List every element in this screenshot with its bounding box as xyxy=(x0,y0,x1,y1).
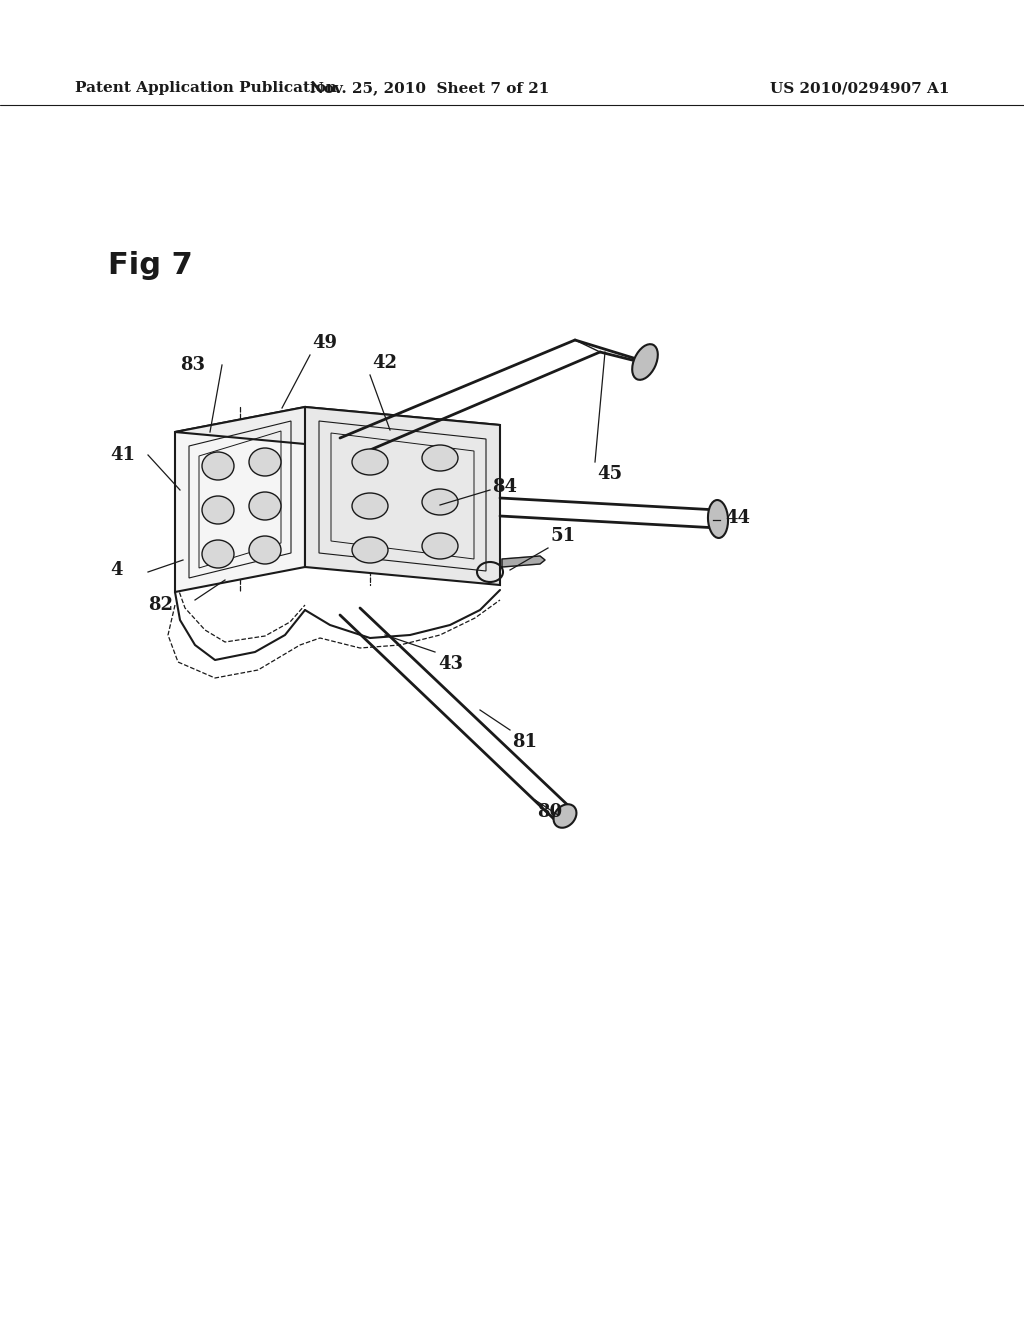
Text: 42: 42 xyxy=(372,354,397,372)
Text: Nov. 25, 2010  Sheet 7 of 21: Nov. 25, 2010 Sheet 7 of 21 xyxy=(310,81,550,95)
Ellipse shape xyxy=(202,540,234,568)
Text: 81: 81 xyxy=(512,733,537,751)
Text: 41: 41 xyxy=(110,446,135,465)
Ellipse shape xyxy=(249,536,281,564)
Ellipse shape xyxy=(422,488,458,515)
Polygon shape xyxy=(175,407,305,591)
Polygon shape xyxy=(175,407,500,450)
Text: Patent Application Publication: Patent Application Publication xyxy=(75,81,337,95)
Text: 51: 51 xyxy=(550,527,575,545)
Ellipse shape xyxy=(352,537,388,564)
Ellipse shape xyxy=(422,533,458,558)
Text: 45: 45 xyxy=(597,465,623,483)
Text: 43: 43 xyxy=(438,655,463,673)
Ellipse shape xyxy=(708,500,728,539)
Text: Fig 7: Fig 7 xyxy=(108,251,193,280)
Text: US 2010/0294907 A1: US 2010/0294907 A1 xyxy=(770,81,950,95)
Ellipse shape xyxy=(249,447,281,477)
Polygon shape xyxy=(502,556,545,568)
Text: 83: 83 xyxy=(180,356,205,374)
Ellipse shape xyxy=(202,496,234,524)
Ellipse shape xyxy=(352,449,388,475)
Text: 49: 49 xyxy=(312,334,337,352)
Text: 84: 84 xyxy=(492,478,517,496)
Text: 82: 82 xyxy=(148,597,173,614)
Ellipse shape xyxy=(554,804,577,828)
Ellipse shape xyxy=(202,451,234,480)
Text: 44: 44 xyxy=(725,510,750,527)
Ellipse shape xyxy=(632,345,657,380)
Ellipse shape xyxy=(249,492,281,520)
Text: 4: 4 xyxy=(110,561,123,579)
Text: 80: 80 xyxy=(537,803,562,821)
Polygon shape xyxy=(305,407,500,585)
Ellipse shape xyxy=(352,492,388,519)
Ellipse shape xyxy=(422,445,458,471)
